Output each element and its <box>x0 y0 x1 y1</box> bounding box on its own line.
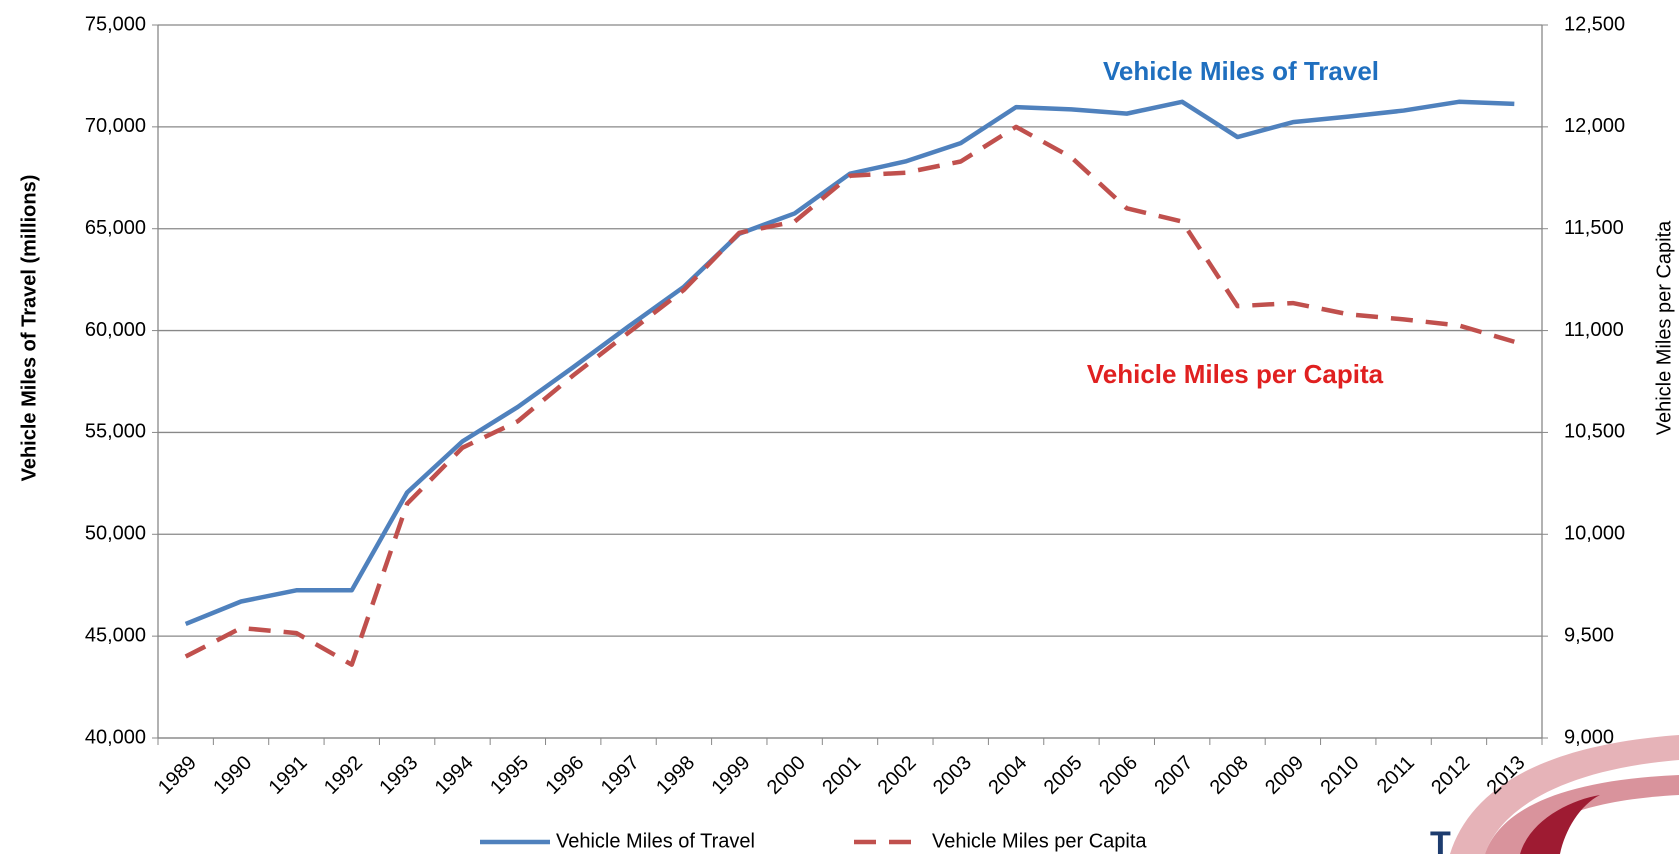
y2-tick-label: 9,500 <box>1564 624 1614 646</box>
x-tick-label: 2005 <box>1040 752 1087 799</box>
x-tick-label: 2002 <box>874 752 921 799</box>
y2-tick-label: 10,000 <box>1564 523 1625 545</box>
y-tick-label: 70,000 <box>85 115 146 137</box>
x-tick-label: 2003 <box>929 752 976 799</box>
y2-axis-title: Vehicle Miles per Capita <box>1653 220 1675 435</box>
logo: T <box>1430 735 1679 854</box>
y-tick-label: 55,000 <box>85 421 146 443</box>
x-tick-label: 2011 <box>1373 752 1419 798</box>
x-tick-label: 1990 <box>209 752 256 799</box>
y2-tick-label: 12,500 <box>1564 13 1625 35</box>
x-tick-label: 1999 <box>708 752 755 799</box>
y-tick-label: 45,000 <box>85 624 146 646</box>
x-tick-label: 1992 <box>320 752 367 799</box>
y2-tick-label: 10,500 <box>1564 421 1625 443</box>
x-tick-label: 1996 <box>541 752 588 799</box>
x-tick-label: 2010 <box>1316 752 1363 799</box>
x-tick-label: 1998 <box>652 752 699 799</box>
y2-tick-label: 11,500 <box>1564 217 1624 239</box>
x-tick-label: 2007 <box>1150 752 1197 799</box>
x-tick-label: 2004 <box>984 752 1031 799</box>
y2-tick-label: 12,000 <box>1564 115 1625 137</box>
x-tick-label: 1991 <box>265 752 312 799</box>
y-tick-label: 40,000 <box>85 726 146 748</box>
legend-label: Vehicle Miles per Capita <box>932 830 1147 852</box>
x-tick-label: 1989 <box>154 752 201 799</box>
x-tick-label: 1994 <box>431 752 478 799</box>
x-tick-label: 1997 <box>597 752 644 799</box>
y-tick-label: 65,000 <box>85 217 146 239</box>
annotation: Vehicle Miles per Capita <box>1087 359 1384 389</box>
series-line <box>184 124 1515 667</box>
y-tick-label: 60,000 <box>85 319 146 341</box>
x-tick-label: 2008 <box>1206 752 1253 799</box>
x-tick-label: 2000 <box>763 752 810 799</box>
y-tick-label: 75,000 <box>85 13 146 35</box>
y-tick-label: 50,000 <box>85 523 146 545</box>
logo-mark: T <box>1430 825 1451 854</box>
y2-tick-label: 11,000 <box>1564 319 1624 341</box>
x-tick-label: 2009 <box>1261 752 1308 799</box>
x-tick-label: 2012 <box>1427 752 1474 799</box>
y-axis-title: Vehicle Miles of Travel (millions) <box>18 175 40 482</box>
annotation: Vehicle Miles of Travel <box>1103 56 1379 86</box>
y2-tick-label: 9,000 <box>1564 726 1614 748</box>
x-tick-label: 2001 <box>818 752 865 799</box>
x-tick-label: 2006 <box>1095 752 1142 799</box>
x-tick-label: 1993 <box>375 752 422 799</box>
legend-label: Vehicle Miles of Travel <box>556 830 755 852</box>
x-tick-label: 1995 <box>486 752 533 799</box>
